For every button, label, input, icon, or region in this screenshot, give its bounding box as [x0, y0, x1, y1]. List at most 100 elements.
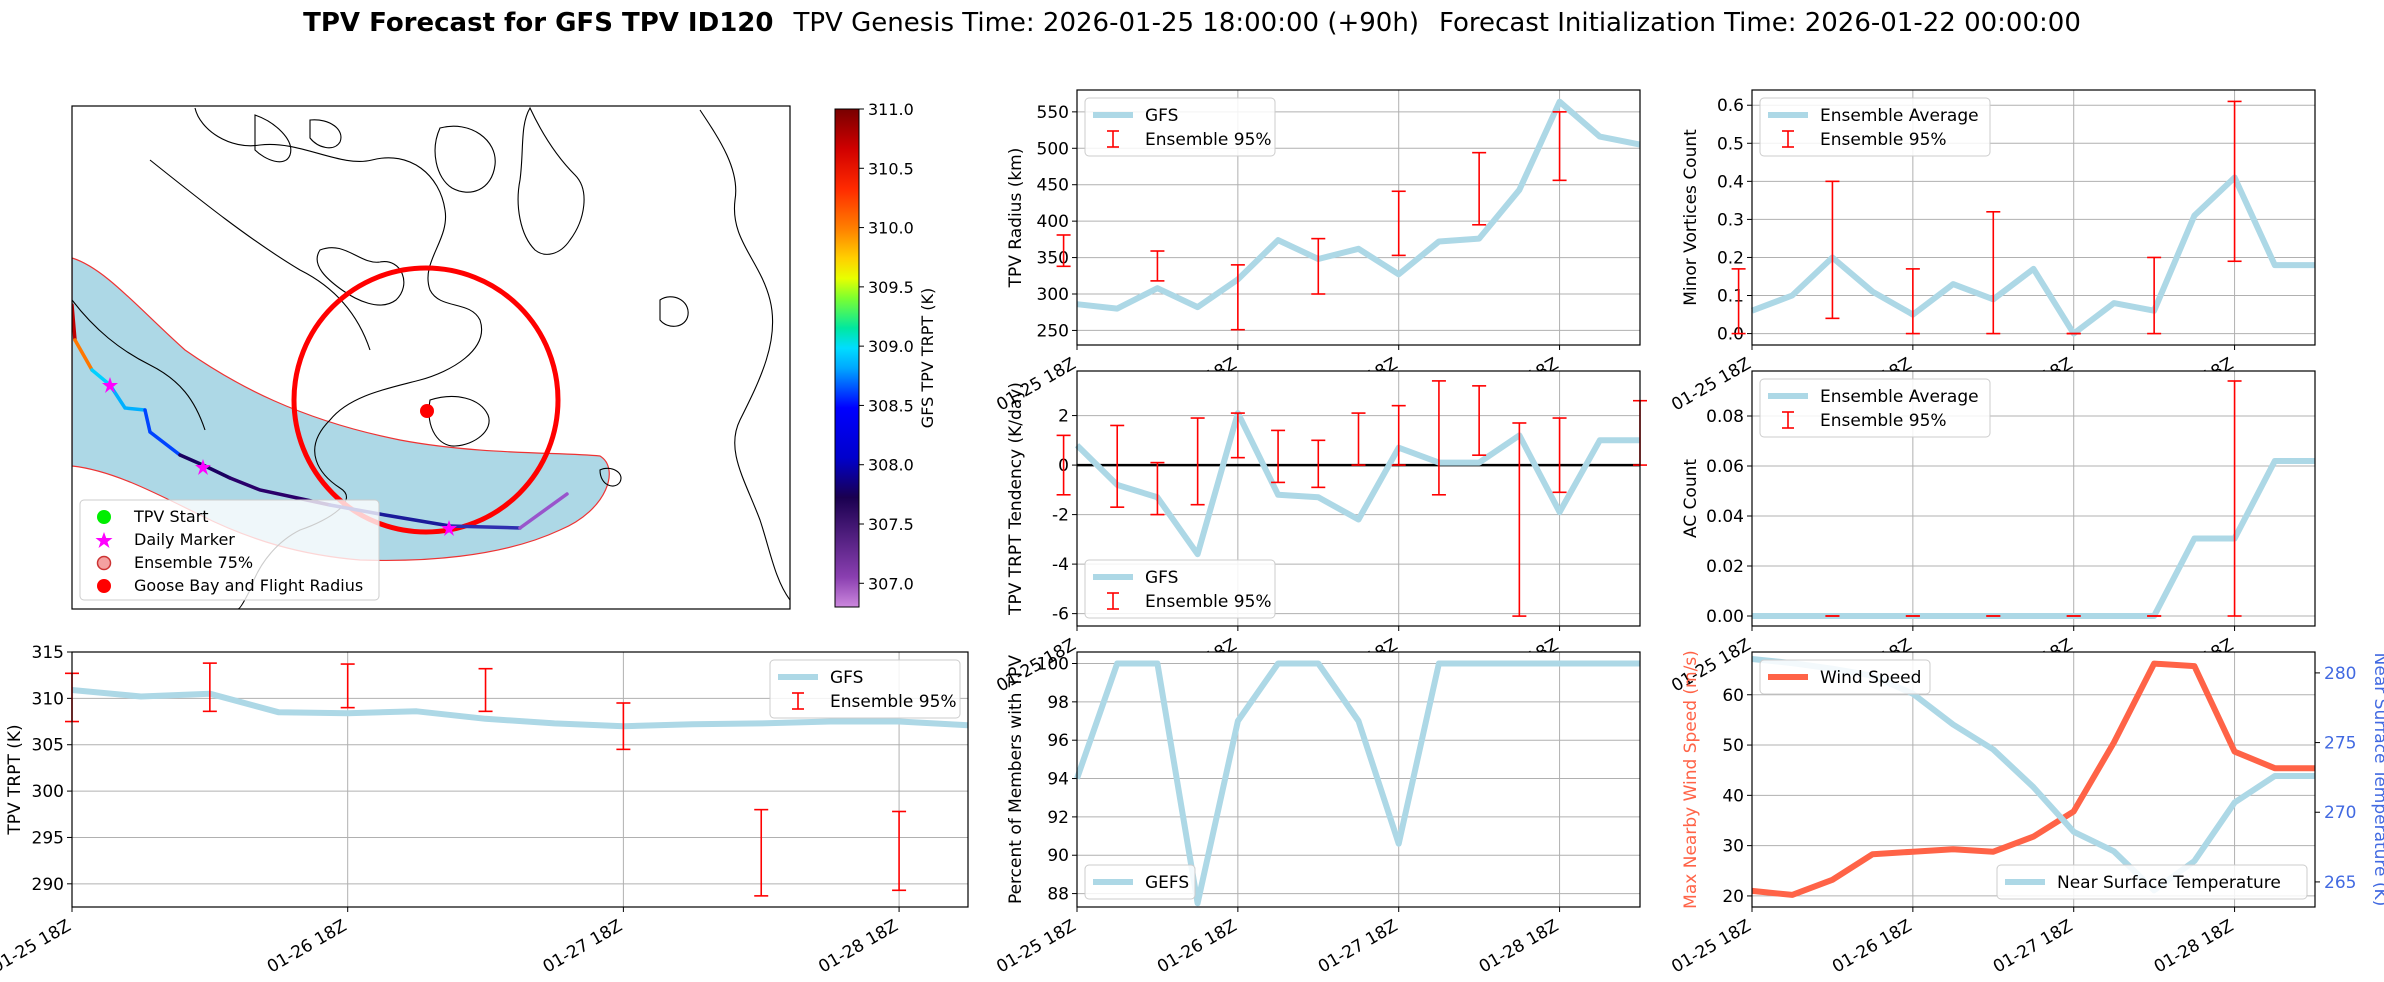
map-content — [72, 106, 790, 609]
series-line-wind-speed — [1751, 660, 2315, 898]
legend-label: Ensemble 95% — [1145, 130, 1272, 150]
legend-label: GFS — [1145, 568, 1178, 588]
title-genesis: TPV Genesis Time: 2026-01-25 18:00:00 (+… — [792, 8, 1419, 38]
y-axis-label: Max Nearby Wind Speed (m/s) — [1681, 650, 1701, 909]
map-legend: TPV Start Daily Marker Ensemble 75% Goos… — [79, 499, 380, 601]
colorbar-tick-label: 310.0 — [868, 219, 914, 238]
x-tick-label: 01-28 18Z — [1476, 916, 1562, 977]
map-legend-box — [79, 499, 380, 601]
ensemble-icon — [96, 555, 112, 571]
daily-marker-icon — [95, 532, 113, 548]
legend-label: GEFS — [1145, 873, 1189, 893]
coastline-arctic-island-2 — [309, 119, 342, 149]
legend-label: Ensemble 95% — [1820, 411, 1947, 431]
y-tick-label: 290 — [32, 875, 64, 895]
plot-frame — [1076, 89, 1641, 346]
legend: GFS Ensemble 95% — [1084, 559, 1276, 619]
series-line-ensemble-average — [1750, 174, 2315, 337]
y-tick-label: 20 — [1722, 887, 1744, 907]
colorbar-tick-label: 308.0 — [868, 456, 914, 475]
y-tick-label-right: 270 — [2324, 803, 2356, 823]
y-tick-label: 400 — [1037, 212, 1069, 232]
chart-wind_temp: 20 30 40 50 60 01-25 18Z 01-26 18Z 01-27 18Z 01-… — [1668, 650, 2384, 977]
daily-markers — [102, 377, 457, 536]
y-tick-label: 98 — [1047, 693, 1069, 713]
map-frame — [71, 105, 791, 610]
y-tick-label: 295 — [32, 828, 64, 848]
legend-label: GFS — [830, 668, 863, 688]
y-tick-label-right: 280 — [2324, 664, 2356, 684]
y-tick-label: 0.3 — [1717, 210, 1744, 230]
y-tick-label: 40 — [1722, 786, 1744, 806]
goose-bay-icon — [97, 579, 111, 593]
colorbar-tick-label: 307.0 — [868, 574, 914, 593]
coastline-hudson-bay-island — [316, 247, 405, 306]
y-tick-label-right: 275 — [2324, 734, 2356, 754]
series-line-gfs — [1074, 410, 1640, 558]
y-axis-label: TPV TRPT (K) — [5, 724, 25, 835]
legend-ensemble-label: Ensemble 75% — [134, 553, 253, 572]
x-tick-label: 01-27 18Z — [1315, 916, 1401, 977]
y-tick-label: 300 — [32, 782, 64, 802]
y-tick-label: 550 — [1037, 103, 1069, 123]
y-axis-label: Percent of Members with TPV — [1006, 655, 1026, 904]
title-init: Forecast Initialization Time: 2026-01-22… — [1439, 8, 2081, 38]
legend-label: Ensemble Average — [1820, 387, 1979, 407]
plot-frame — [1751, 370, 2316, 627]
legend-box — [1759, 97, 1991, 157]
y-axis-label: TPV Radius (km) — [1006, 148, 1026, 289]
x-tick-label: 01-28 18Z — [815, 916, 901, 977]
x-tick-label: 01-26 18Z — [264, 916, 350, 977]
y-tick-label: -6 — [1052, 605, 1069, 625]
y-axis-label: TPV TRPT Tendency (K/day) — [1006, 382, 1026, 616]
plot-frame — [71, 651, 969, 908]
legend-box — [1759, 659, 1931, 695]
y-tick-label: 0.04 — [1706, 507, 1744, 527]
y-tick-label: 96 — [1047, 731, 1069, 751]
y-tick-label: 300 — [1037, 285, 1069, 305]
y-tick-label: 305 — [32, 736, 64, 756]
legend-box — [1084, 864, 1196, 900]
legend: Near Surface Temperature — [1996, 864, 2308, 900]
chart-percent: 88 90 92 94 96 98 100 01-25 18Z 01-26 18Z 01-27 1… — [993, 651, 1641, 977]
y-tick-label: 92 — [1047, 808, 1069, 828]
figure-title: TPV Forecast for GFS TPV ID120 TPV Genesi… — [303, 8, 2081, 38]
y-tick-label: 90 — [1047, 846, 1069, 866]
y-axis-label: AC Count — [1681, 459, 1701, 538]
goose-bay-point — [420, 404, 434, 418]
map-panel: TPV Start Daily Marker Ensemble 75% Goos… — [71, 100, 937, 610]
y-tick-label: 88 — [1047, 885, 1069, 905]
track-seg-5 — [143, 408, 182, 457]
series-line-gefs — [1074, 660, 1640, 907]
track-seg-3 — [90, 368, 112, 387]
y-tick-label: 500 — [1037, 139, 1069, 159]
x-tick-label: 01-26 18Z — [1829, 916, 1915, 977]
colorbar-tick-label: 308.5 — [868, 396, 914, 415]
y-tick-label: 250 — [1037, 321, 1069, 341]
flight-radius-circle — [291, 265, 561, 535]
daily-marker-star — [441, 520, 457, 536]
legend: Ensemble Average Ensemble 95% — [1759, 97, 1991, 157]
y-tick-label: -4 — [1052, 555, 1069, 575]
border-territory — [149, 159, 371, 351]
legend-goose-label: Goose Bay and Flight Radius — [134, 576, 363, 595]
y-tick-label-right: 265 — [2324, 873, 2356, 893]
y-tick-label: 0.08 — [1706, 407, 1744, 427]
legend-box — [1759, 378, 1991, 438]
colorbar-tick-label: 309.0 — [868, 337, 914, 356]
legend-label: GFS — [1145, 106, 1178, 126]
track-seg-9 — [448, 524, 522, 530]
plot-frame — [1076, 370, 1641, 627]
plot-frame — [1076, 651, 1641, 908]
chart-trpt: 290 295 300 305 310 315 01-25 18Z 01-26 18Z 01-2… — [0, 643, 969, 977]
y-tick-label: 60 — [1722, 686, 1744, 706]
series-line-ensemble-average — [1752, 458, 2315, 619]
series-line-gfs — [1076, 98, 1641, 312]
plot-frame — [1751, 651, 2316, 908]
title-bold: TPV Forecast for GFS TPV ID120 — [303, 8, 773, 38]
x-tick-label: 01-28 18Z — [2151, 916, 2237, 977]
